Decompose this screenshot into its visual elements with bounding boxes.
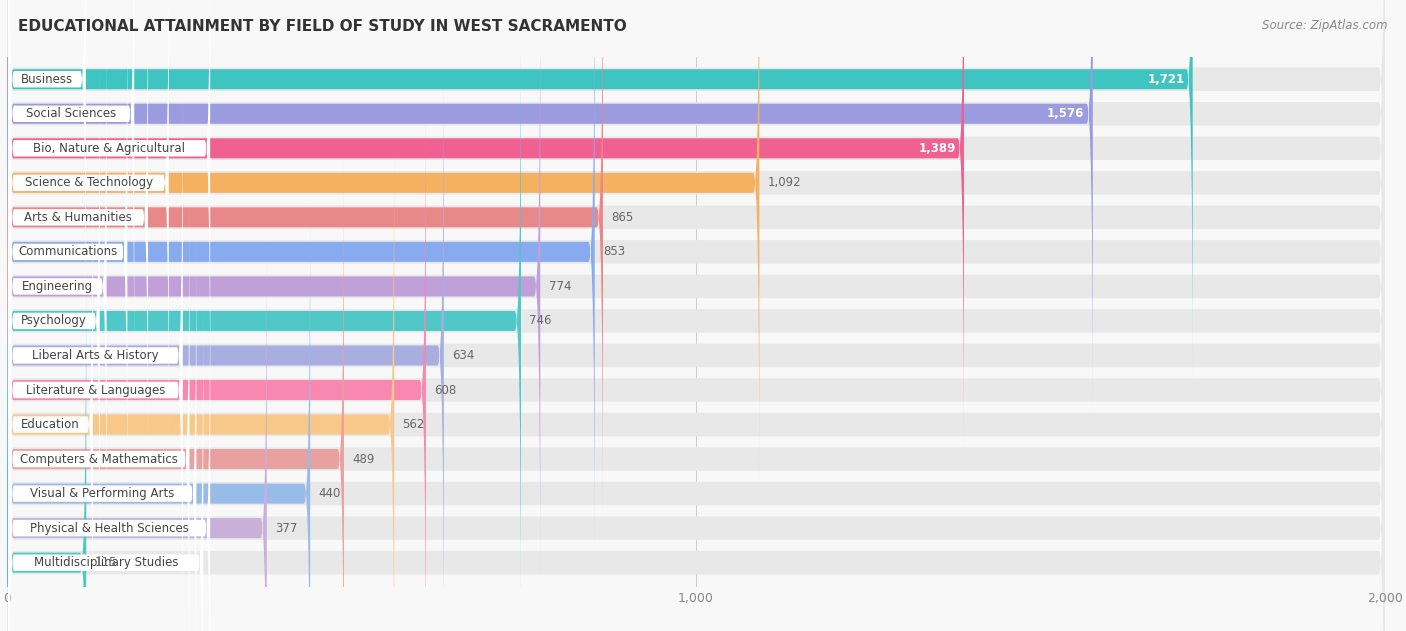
- Text: Communications: Communications: [18, 245, 118, 258]
- FancyBboxPatch shape: [7, 193, 311, 631]
- Text: Social Sciences: Social Sciences: [27, 107, 117, 121]
- Text: Liberal Arts & History: Liberal Arts & History: [32, 349, 159, 362]
- FancyBboxPatch shape: [8, 88, 183, 623]
- FancyBboxPatch shape: [7, 0, 1385, 586]
- FancyBboxPatch shape: [7, 227, 267, 631]
- Text: Visual & Performing Arts: Visual & Performing Arts: [30, 487, 174, 500]
- FancyBboxPatch shape: [7, 0, 1092, 415]
- Text: Arts & Humanities: Arts & Humanities: [24, 211, 132, 224]
- Text: 865: 865: [612, 211, 634, 224]
- FancyBboxPatch shape: [7, 0, 759, 483]
- FancyBboxPatch shape: [7, 0, 1385, 482]
- Text: 440: 440: [318, 487, 340, 500]
- FancyBboxPatch shape: [8, 122, 183, 631]
- FancyBboxPatch shape: [7, 0, 1385, 378]
- Text: 1,576: 1,576: [1047, 107, 1084, 121]
- Text: 1,092: 1,092: [768, 176, 801, 189]
- FancyBboxPatch shape: [7, 0, 595, 553]
- FancyBboxPatch shape: [8, 18, 107, 555]
- Text: Psychology: Psychology: [21, 314, 87, 327]
- FancyBboxPatch shape: [7, 0, 603, 518]
- FancyBboxPatch shape: [8, 260, 211, 631]
- Text: 115: 115: [94, 556, 117, 569]
- FancyBboxPatch shape: [8, 0, 211, 416]
- Text: 746: 746: [529, 314, 551, 327]
- FancyBboxPatch shape: [8, 53, 100, 589]
- FancyBboxPatch shape: [7, 194, 1385, 631]
- Text: 853: 853: [603, 245, 626, 258]
- FancyBboxPatch shape: [7, 89, 426, 631]
- Text: 774: 774: [548, 280, 571, 293]
- FancyBboxPatch shape: [7, 124, 394, 631]
- FancyBboxPatch shape: [8, 0, 169, 451]
- FancyBboxPatch shape: [8, 0, 134, 382]
- FancyBboxPatch shape: [7, 56, 1385, 631]
- FancyBboxPatch shape: [7, 126, 1385, 631]
- FancyBboxPatch shape: [7, 22, 1385, 620]
- FancyBboxPatch shape: [7, 160, 1385, 631]
- Text: 562: 562: [402, 418, 425, 431]
- Text: Education: Education: [21, 418, 80, 431]
- FancyBboxPatch shape: [7, 0, 1385, 516]
- Text: 608: 608: [434, 384, 457, 396]
- FancyBboxPatch shape: [7, 0, 1385, 413]
- FancyBboxPatch shape: [7, 55, 444, 631]
- Text: 1,721: 1,721: [1147, 73, 1184, 86]
- FancyBboxPatch shape: [7, 0, 540, 587]
- Text: 377: 377: [276, 522, 298, 534]
- Text: Bio, Nature & Agricultural: Bio, Nature & Agricultural: [34, 142, 186, 155]
- Text: Science & Technology: Science & Technology: [24, 176, 153, 189]
- FancyBboxPatch shape: [8, 191, 190, 631]
- FancyBboxPatch shape: [7, 0, 965, 449]
- FancyBboxPatch shape: [7, 262, 86, 631]
- Text: Literature & Languages: Literature & Languages: [25, 384, 165, 396]
- FancyBboxPatch shape: [8, 0, 128, 520]
- Text: 489: 489: [352, 452, 374, 466]
- FancyBboxPatch shape: [8, 0, 148, 485]
- Text: Multidisciplinary Studies: Multidisciplinary Studies: [34, 556, 179, 569]
- Text: Source: ZipAtlas.com: Source: ZipAtlas.com: [1263, 19, 1388, 32]
- FancyBboxPatch shape: [7, 264, 1385, 631]
- Text: Engineering: Engineering: [22, 280, 93, 293]
- Text: 1,389: 1,389: [918, 142, 956, 155]
- Text: Business: Business: [21, 73, 73, 86]
- Text: Computers & Mathematics: Computers & Mathematics: [20, 452, 179, 466]
- FancyBboxPatch shape: [7, 20, 522, 622]
- FancyBboxPatch shape: [8, 295, 204, 631]
- FancyBboxPatch shape: [8, 225, 197, 631]
- Text: Physical & Health Sciences: Physical & Health Sciences: [30, 522, 188, 534]
- FancyBboxPatch shape: [7, 229, 1385, 631]
- FancyBboxPatch shape: [7, 158, 344, 631]
- FancyBboxPatch shape: [7, 0, 1385, 447]
- Text: EDUCATIONAL ATTAINMENT BY FIELD OF STUDY IN WEST SACRAMENTO: EDUCATIONAL ATTAINMENT BY FIELD OF STUDY…: [18, 19, 627, 34]
- Text: 634: 634: [453, 349, 474, 362]
- FancyBboxPatch shape: [8, 156, 93, 631]
- FancyBboxPatch shape: [7, 91, 1385, 631]
- FancyBboxPatch shape: [7, 0, 1192, 380]
- FancyBboxPatch shape: [8, 0, 86, 347]
- FancyBboxPatch shape: [7, 0, 1385, 551]
